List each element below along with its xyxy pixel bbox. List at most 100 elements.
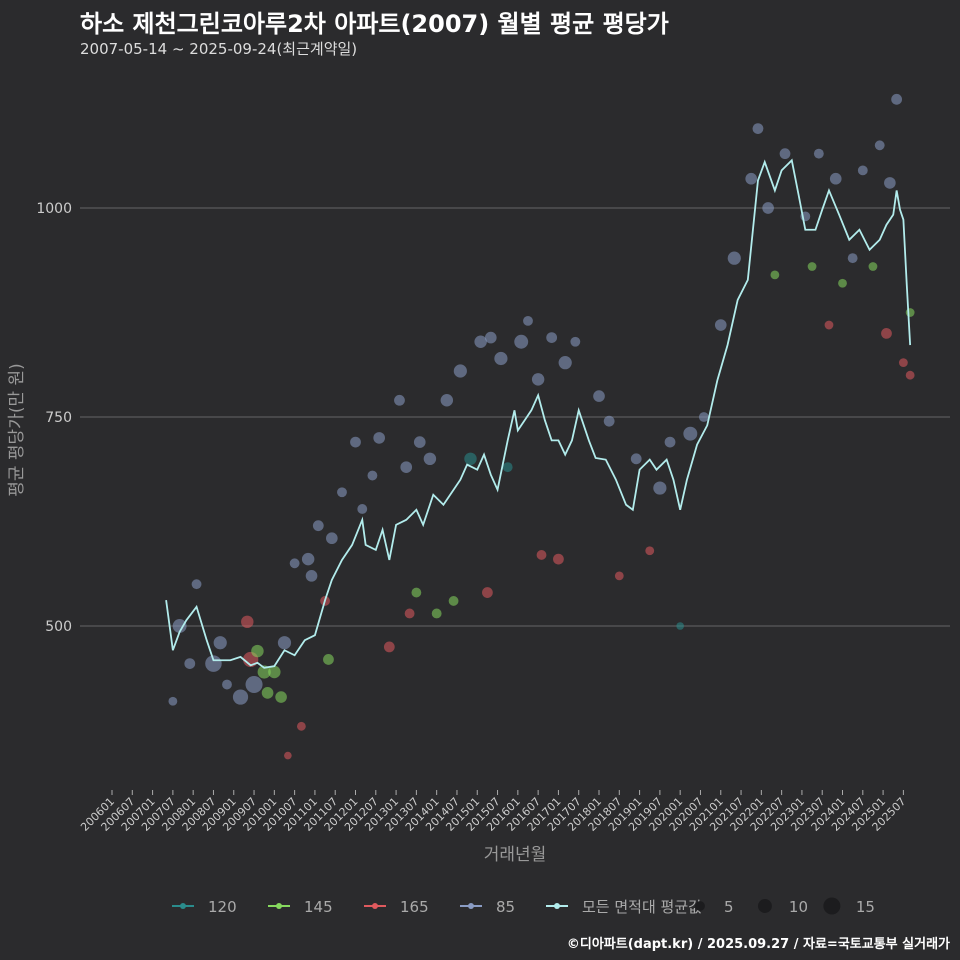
data-point-145 bbox=[268, 665, 281, 679]
data-point-145 bbox=[251, 644, 264, 658]
legend-size-label: 10 bbox=[789, 898, 808, 916]
data-point-85 bbox=[874, 140, 885, 151]
legend-swatch-dot bbox=[180, 903, 186, 909]
data-point-85 bbox=[664, 436, 676, 448]
data-point-85 bbox=[213, 636, 227, 650]
data-point-165 bbox=[645, 546, 655, 556]
data-point-85 bbox=[714, 319, 727, 331]
data-point-85 bbox=[453, 364, 467, 378]
data-point-165 bbox=[881, 328, 892, 339]
x-axis-label: 거래년월 bbox=[484, 845, 547, 865]
data-point-85 bbox=[367, 470, 378, 481]
data-point-85 bbox=[829, 172, 842, 185]
data-point-145 bbox=[261, 687, 274, 699]
data-point-145 bbox=[838, 278, 847, 288]
data-point-120 bbox=[502, 462, 513, 473]
legend-label: 모든 면적대 평균값 bbox=[582, 898, 702, 916]
legend-swatch-dot bbox=[276, 903, 282, 909]
data-point-85 bbox=[357, 504, 368, 514]
y-tick-label: 750 bbox=[45, 410, 72, 426]
data-point-145 bbox=[807, 262, 817, 271]
data-point-85 bbox=[222, 679, 232, 690]
data-point-85 bbox=[683, 426, 698, 441]
data-point-85 bbox=[847, 253, 858, 264]
data-point-85 bbox=[337, 487, 347, 498]
data-point-85 bbox=[326, 532, 338, 545]
data-point-145 bbox=[431, 608, 442, 619]
legend-label: 145 bbox=[304, 898, 333, 916]
legend-swatch-dot bbox=[468, 903, 474, 909]
y-tick-label: 500 bbox=[45, 619, 72, 635]
data-point-85 bbox=[752, 123, 764, 134]
data-point-165 bbox=[404, 608, 415, 619]
data-point-165 bbox=[482, 587, 493, 598]
data-point-85 bbox=[523, 315, 533, 326]
data-point-85 bbox=[727, 251, 741, 265]
data-point-145 bbox=[411, 587, 422, 598]
data-point-85 bbox=[630, 453, 642, 465]
data-point-85 bbox=[184, 658, 196, 670]
data-point-85 bbox=[423, 452, 437, 466]
data-point-145 bbox=[868, 262, 878, 271]
y-tick-label: 1000 bbox=[36, 201, 72, 217]
data-point-165 bbox=[296, 721, 306, 731]
chart-title: 하소 제천그린코아루2차 아파트(2007) 월별 평균 평당가 bbox=[80, 10, 669, 38]
data-point-85 bbox=[857, 165, 868, 176]
legend-size-dot bbox=[823, 897, 841, 915]
data-point-85 bbox=[172, 619, 187, 633]
data-point-85 bbox=[531, 373, 545, 386]
data-point-85 bbox=[289, 558, 300, 569]
data-point-165 bbox=[536, 550, 547, 560]
data-point-85 bbox=[305, 570, 318, 582]
legend-swatch-dot bbox=[372, 903, 378, 909]
data-point-85 bbox=[350, 436, 361, 448]
data-point-120 bbox=[676, 622, 684, 630]
data-point-165 bbox=[241, 615, 254, 629]
data-point-85 bbox=[373, 432, 385, 444]
data-point-85 bbox=[558, 356, 572, 370]
data-point-85 bbox=[245, 675, 263, 694]
legend-swatch-dot bbox=[554, 903, 560, 909]
data-point-165 bbox=[898, 358, 908, 368]
data-point-85 bbox=[394, 394, 405, 406]
data-point-85 bbox=[440, 394, 454, 407]
data-point-85 bbox=[277, 636, 292, 650]
legend-size-dot bbox=[695, 901, 705, 911]
legend-size-label: 5 bbox=[724, 898, 734, 916]
data-point-145 bbox=[770, 270, 780, 280]
data-point-85 bbox=[400, 461, 413, 473]
legend-size-label: 15 bbox=[856, 898, 875, 916]
data-point-165 bbox=[614, 571, 624, 581]
legend-label: 85 bbox=[496, 898, 515, 916]
chart-subtitle: 2007-05-14 ~ 2025-09-24(최근계약일) bbox=[80, 40, 358, 58]
legend-size-dot bbox=[757, 899, 772, 913]
data-point-85 bbox=[745, 172, 758, 185]
data-point-85 bbox=[484, 331, 497, 344]
data-point-120 bbox=[464, 452, 477, 466]
data-point-85 bbox=[698, 412, 709, 422]
data-point-145 bbox=[275, 691, 287, 703]
data-point-165 bbox=[824, 320, 834, 330]
data-point-85 bbox=[474, 335, 487, 348]
data-point-165 bbox=[553, 553, 564, 565]
data-point-85 bbox=[312, 520, 324, 532]
data-point-85 bbox=[593, 390, 605, 402]
source-credit: ©디아파트(dapt.kr) / 2025.09.27 / 자료=국토교통부 실… bbox=[566, 937, 950, 952]
data-point-85 bbox=[813, 148, 824, 159]
legend-label: 120 bbox=[208, 898, 237, 916]
data-point-85 bbox=[891, 93, 903, 105]
data-point-85 bbox=[653, 481, 667, 495]
legend-label: 165 bbox=[400, 898, 429, 916]
data-point-145 bbox=[323, 654, 334, 665]
data-point-85 bbox=[413, 436, 426, 448]
data-point-165 bbox=[284, 751, 292, 760]
data-point-85 bbox=[301, 552, 315, 566]
data-point-85 bbox=[494, 351, 508, 366]
data-point-85 bbox=[546, 332, 558, 343]
data-point-145 bbox=[257, 665, 271, 679]
data-point-85 bbox=[884, 177, 896, 189]
data-point-85 bbox=[570, 336, 581, 347]
data-point-165 bbox=[383, 641, 395, 653]
average-line bbox=[165, 158, 912, 669]
